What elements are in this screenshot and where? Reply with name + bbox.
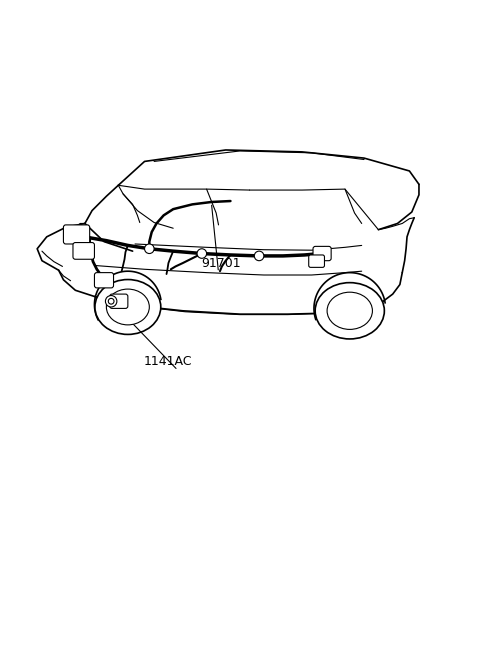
Circle shape [254, 251, 264, 261]
FancyBboxPatch shape [63, 225, 90, 244]
Ellipse shape [327, 292, 372, 329]
Circle shape [108, 299, 114, 304]
Ellipse shape [315, 283, 384, 339]
FancyBboxPatch shape [95, 272, 114, 288]
Text: 1141AC: 1141AC [144, 355, 192, 368]
FancyBboxPatch shape [110, 294, 128, 309]
FancyBboxPatch shape [309, 255, 324, 267]
Text: 91701: 91701 [201, 257, 241, 271]
Ellipse shape [95, 280, 161, 335]
Circle shape [106, 295, 117, 307]
FancyBboxPatch shape [73, 242, 95, 259]
Circle shape [197, 249, 206, 258]
Ellipse shape [107, 289, 149, 325]
Circle shape [144, 244, 154, 253]
FancyBboxPatch shape [313, 246, 331, 261]
